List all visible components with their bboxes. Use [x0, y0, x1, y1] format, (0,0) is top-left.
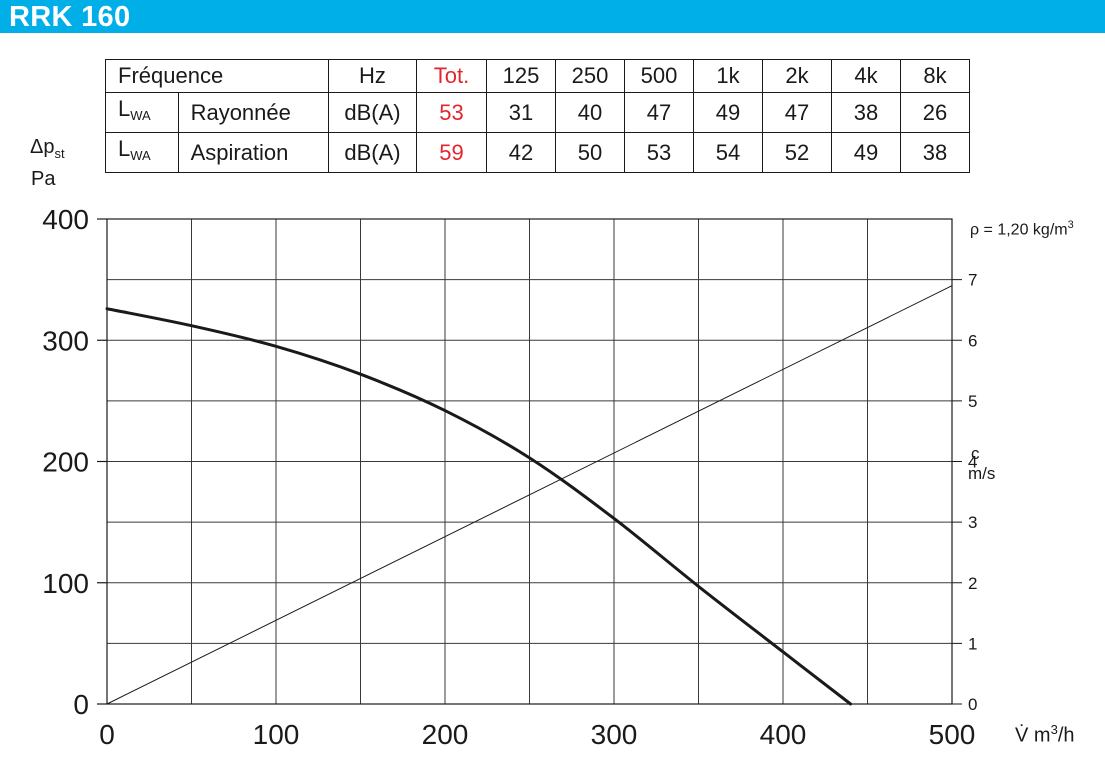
total-header: Tot.: [416, 59, 487, 93]
frequency-header: Fréquence: [105, 59, 329, 93]
band-header: 8k: [900, 59, 970, 93]
row-total: 53: [416, 92, 487, 133]
x-tick-label: 100: [253, 719, 300, 750]
y2-tick-label: 6: [968, 331, 977, 350]
band-header: 4k: [831, 59, 901, 93]
row-value: 53: [624, 132, 694, 173]
row-label: Rayonnée: [177, 92, 330, 133]
row-unit: dB(A): [328, 132, 417, 173]
y2-axis-unit: m/s: [968, 464, 996, 483]
x-tick-label: 0: [99, 719, 115, 750]
x-tick-label: 300: [591, 719, 638, 750]
x-axis-title: V̇ m3/h: [1015, 722, 1075, 747]
row-value: 38: [900, 132, 970, 173]
y2-axis-title: c: [971, 444, 980, 463]
density-label: ρ = 1,20 kg/m3: [970, 219, 1074, 239]
row-value: 42: [486, 132, 556, 173]
y-tick-label: 200: [42, 447, 89, 478]
band-header: 250: [555, 59, 625, 93]
row-value: 54: [693, 132, 763, 173]
y2-tick-label: 1: [968, 634, 977, 653]
y2-tick-label: 4: [968, 453, 977, 472]
y2-tick-label: 7: [968, 271, 977, 290]
band-header: 500: [624, 59, 694, 93]
y-tick-label: 100: [42, 568, 89, 599]
x-tick-label: 500: [929, 719, 976, 750]
row-value: 49: [693, 92, 763, 133]
band-header: 2k: [762, 59, 832, 93]
y-tick-label: 0: [73, 689, 89, 720]
velocity-line: [106, 285, 953, 705]
page-title: RRK 160: [9, 1, 131, 33]
table-row: LWA Aspiration dB(A) 59 42 50 53 54 52 4…: [105, 132, 970, 173]
row-symbol: LWA: [105, 132, 179, 173]
y2-tick-label: 2: [968, 574, 977, 593]
y-axis-title: Δpst: [30, 136, 65, 161]
x-tick-label: 400: [760, 719, 807, 750]
table-header-row: Fréquence Hz Tot. 125 250 500 1k 2k 4k 8…: [105, 59, 970, 93]
y2-tick-label: 3: [968, 513, 977, 532]
fan-curve-line: [105, 307, 853, 706]
row-value: 52: [762, 132, 832, 173]
row-label: Aspiration: [177, 132, 330, 173]
y2-tick-label: 0: [968, 695, 977, 714]
y-axis-unit: Pa: [31, 168, 56, 190]
sound-power-table: Fréquence Hz Tot. 125 250 500 1k 2k 4k 8…: [105, 59, 970, 173]
y-tick-label: 300: [42, 325, 89, 356]
title-bar: RRK 160: [0, 0, 1105, 33]
row-unit: dB(A): [328, 92, 417, 133]
y2-tick-label: 5: [968, 392, 977, 411]
x-tick-label: 200: [422, 719, 469, 750]
row-value: 50: [555, 132, 625, 173]
y-tick-label: 400: [42, 204, 89, 235]
row-value: 49: [831, 132, 901, 173]
